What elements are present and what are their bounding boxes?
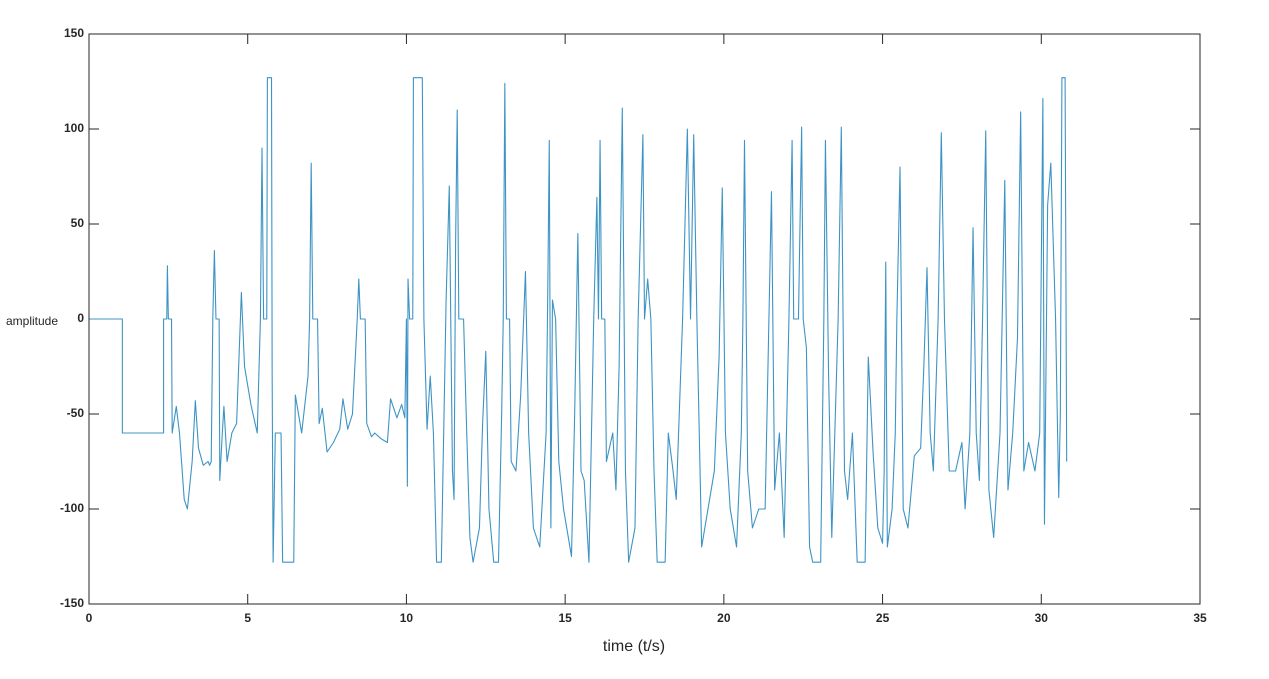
y-tick-label: -50 — [67, 406, 85, 420]
x-tick-label: 10 — [400, 611, 414, 625]
y-axis-label: amplitude — [6, 314, 58, 328]
x-tick-label: 30 — [1035, 611, 1049, 625]
x-tick-label: 20 — [717, 611, 731, 625]
data-line — [89, 77, 1068, 563]
y-tick-label: 100 — [64, 121, 84, 135]
axes-box — [88, 33, 1201, 605]
x-tick-label: 35 — [1193, 611, 1207, 625]
x-tick-label: 25 — [876, 611, 890, 625]
plot-lines — [89, 77, 1068, 563]
x-axis-label: time (t/s) — [603, 638, 665, 655]
y-tick-label: 150 — [64, 26, 84, 40]
x-tick-label: 0 — [86, 611, 93, 625]
y-tick-label: 50 — [71, 216, 85, 230]
y-tick-label: -150 — [60, 596, 84, 610]
x-tick-label: 5 — [244, 611, 251, 625]
x-tick-label: 15 — [558, 611, 572, 625]
y-tick-label: 0 — [77, 311, 84, 325]
y-tick-label: -100 — [60, 501, 84, 515]
ticks: 0 5 10 15 20 25 30 35 -150 -100 -50 0 50 100 150 — [60, 26, 1207, 625]
